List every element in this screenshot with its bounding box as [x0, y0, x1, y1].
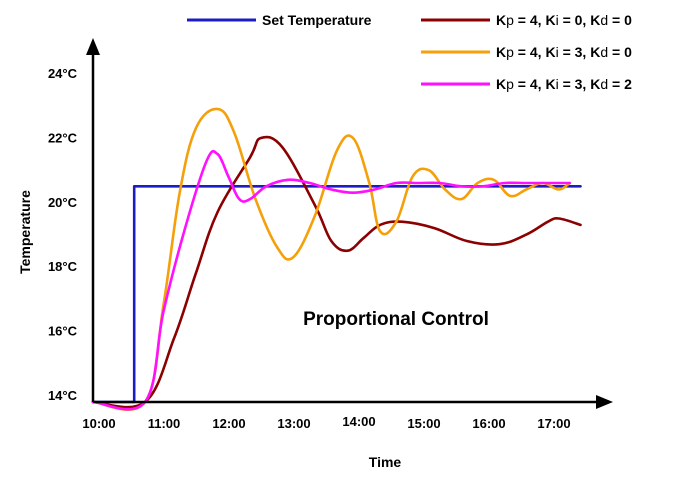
- legend-label-part: i: [556, 12, 559, 28]
- legend-label-part: d: [600, 76, 608, 92]
- x-tick-label: 13:00: [277, 416, 310, 431]
- tick-labels: 10:00 11:00 12:00 13:00 14:00 15:00 16:00 17:00…: [48, 66, 571, 431]
- y-axis-arrowhead: [86, 38, 100, 55]
- legend-label-part: d: [600, 44, 608, 60]
- legend-item-pi: Kp = 4, Ki = 3, Kd = 0: [421, 44, 632, 60]
- x-tick-label: 10:00: [82, 416, 115, 431]
- legend-item-p: Kp = 4, Ki = 0, Kd = 0: [421, 12, 632, 28]
- legend-label: Set Temperature: [262, 12, 372, 28]
- legend-item-pid: Kp = 4, Ki = 3, Kd = 2: [421, 76, 632, 92]
- legend-label-part: = 0, K: [559, 12, 601, 28]
- legend: Set Temperature Kp = 4, Ki = 0, Kd = 0Kp …: [187, 12, 632, 92]
- legend-label-part: = 4, K: [514, 44, 556, 60]
- x-tick-label: 17:00: [537, 416, 570, 431]
- y-tick-label: 18°C: [48, 259, 78, 274]
- chart-annotation: Proportional Control: [303, 309, 489, 330]
- legend-label-part: p: [506, 76, 514, 92]
- legend-label-part: K: [496, 12, 506, 28]
- legend-item-set: Set Temperature: [187, 12, 372, 28]
- y-tick-label: 22°C: [48, 130, 78, 145]
- series-line-p: [91, 135, 582, 409]
- y-axis-title: Temperature: [17, 190, 33, 274]
- legend-label-part: = 4, K: [514, 12, 556, 28]
- series-line-pid: [91, 149, 571, 411]
- legend-label-part: = 2: [608, 76, 632, 92]
- y-tick-label: 16°C: [48, 324, 78, 339]
- legend-label-part: = 0: [608, 12, 632, 28]
- series-lines: [91, 107, 582, 412]
- legend-label-part: = 3, K: [559, 44, 601, 60]
- legend-label-part: = 3, K: [559, 76, 601, 92]
- x-tick-label: 15:00: [407, 416, 440, 431]
- legend-label-part: = 4, K: [514, 76, 556, 92]
- x-axis-arrowhead: [596, 395, 613, 409]
- x-tick-label: 11:00: [148, 416, 181, 431]
- y-tick-label: 24°C: [48, 66, 78, 81]
- axes: [86, 38, 613, 409]
- legend-label: Kp = 4, Ki = 0, Kd = 0: [496, 12, 632, 28]
- x-tick-label: 12:00: [212, 416, 245, 431]
- legend-label-part: i: [556, 76, 559, 92]
- series-line-pi: [91, 107, 571, 412]
- legend-label-part: d: [600, 12, 608, 28]
- x-tick-label: 14:00: [342, 414, 375, 429]
- legend-label-part: p: [506, 12, 514, 28]
- legend-label: Kp = 4, Ki = 3, Kd = 2: [496, 76, 632, 92]
- legend-label-part: K: [496, 76, 506, 92]
- legend-label-part: K: [496, 44, 506, 60]
- legend-label-part: i: [556, 44, 559, 60]
- legend-label-part: = 0: [608, 44, 632, 60]
- y-tick-label: 14°C: [48, 388, 78, 403]
- x-axis-title: Time: [369, 454, 402, 470]
- legend-label: Kp = 4, Ki = 3, Kd = 0: [496, 44, 632, 60]
- x-tick-label: 16:00: [472, 416, 505, 431]
- y-tick-label: 20°C: [48, 195, 78, 210]
- legend-label-part: p: [506, 44, 514, 60]
